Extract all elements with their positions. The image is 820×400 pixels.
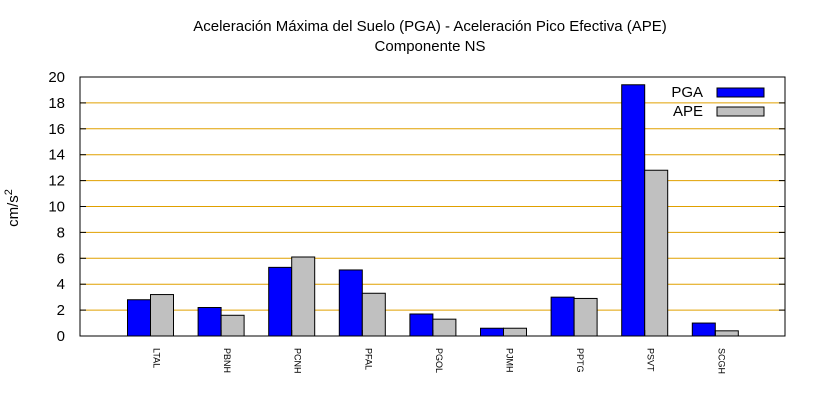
bar-ape-pjmh (503, 327, 527, 337)
legend: PGA APE (671, 84, 765, 120)
bar-ape-scgh (714, 330, 739, 337)
legend-swatch-ape (716, 106, 765, 117)
y-tick-label: 14 (48, 147, 65, 164)
bar-pga-pgol (409, 313, 434, 337)
chart-subtitle: Componente NS (375, 38, 486, 55)
x-tick-label: PGOL (434, 348, 444, 373)
x-tick-label: LTAL (152, 348, 162, 368)
y-tick-label: 0 (57, 328, 65, 345)
bar-ape-pbnh (220, 314, 245, 337)
x-tick-label: PJMH (505, 348, 515, 373)
y-tick-label: 2 (57, 302, 65, 319)
bars (127, 84, 739, 337)
y-tick-label: 20 (48, 69, 65, 86)
y-axis-label-exponent: 2 (3, 189, 15, 195)
axis-ticks (80, 76, 785, 337)
bar-pga-ltal (127, 299, 151, 337)
bar-pga-pptg (550, 296, 575, 337)
legend-label-ape: APE (673, 103, 703, 120)
y-tick-label: 10 (48, 199, 65, 216)
bar-ape-ltal (150, 294, 174, 337)
bar-ape-pptg (573, 297, 598, 337)
x-tick-label: PFAL (363, 348, 373, 370)
y-tick-label: 18 (48, 95, 65, 112)
x-tick-label: PBNH (222, 348, 232, 373)
x-tick-label: PSVT (646, 348, 656, 372)
y-axis-label: cm/s2 (3, 189, 22, 227)
bar-ape-pcnh (291, 256, 316, 337)
bar-pga-pcnh (268, 266, 293, 337)
bar-pga-scgh (691, 322, 716, 337)
x-tick-label: PPTG (575, 348, 585, 373)
bar-ape-psvt (644, 169, 669, 337)
legend-swatch-pga (716, 87, 765, 98)
y-tick-label: 12 (48, 173, 65, 190)
bar-pga-pjmh (480, 327, 504, 337)
grid-lines (80, 102, 785, 311)
y-tick-label: 4 (57, 276, 65, 293)
chart-title: Aceleración Máxima del Suelo (PGA) - Ace… (193, 18, 667, 35)
y-tick-label: 6 (57, 250, 65, 267)
x-tick-labels: LTAL PBNH PCNH PFAL PGOL PJMH PPTG PSVT SCGH (152, 348, 727, 374)
bar-ape-pgol (432, 318, 457, 337)
y-axis-label-base: cm/s (5, 195, 22, 227)
y-tick-label: 8 (57, 224, 65, 241)
x-tick-label: SCGH (716, 348, 726, 374)
legend-label-pga: PGA (671, 84, 703, 101)
bar-pga-psvt (621, 84, 646, 337)
x-tick-label: PCNH (293, 348, 303, 374)
y-tick-label: 16 (48, 121, 65, 138)
bar-ape-pfal (361, 292, 386, 337)
y-tick-labels: 0 2 4 6 8 10 12 14 16 18 20 (48, 69, 65, 345)
bar-pga-pbnh (197, 307, 222, 337)
bar-pga-pfal (338, 269, 363, 337)
